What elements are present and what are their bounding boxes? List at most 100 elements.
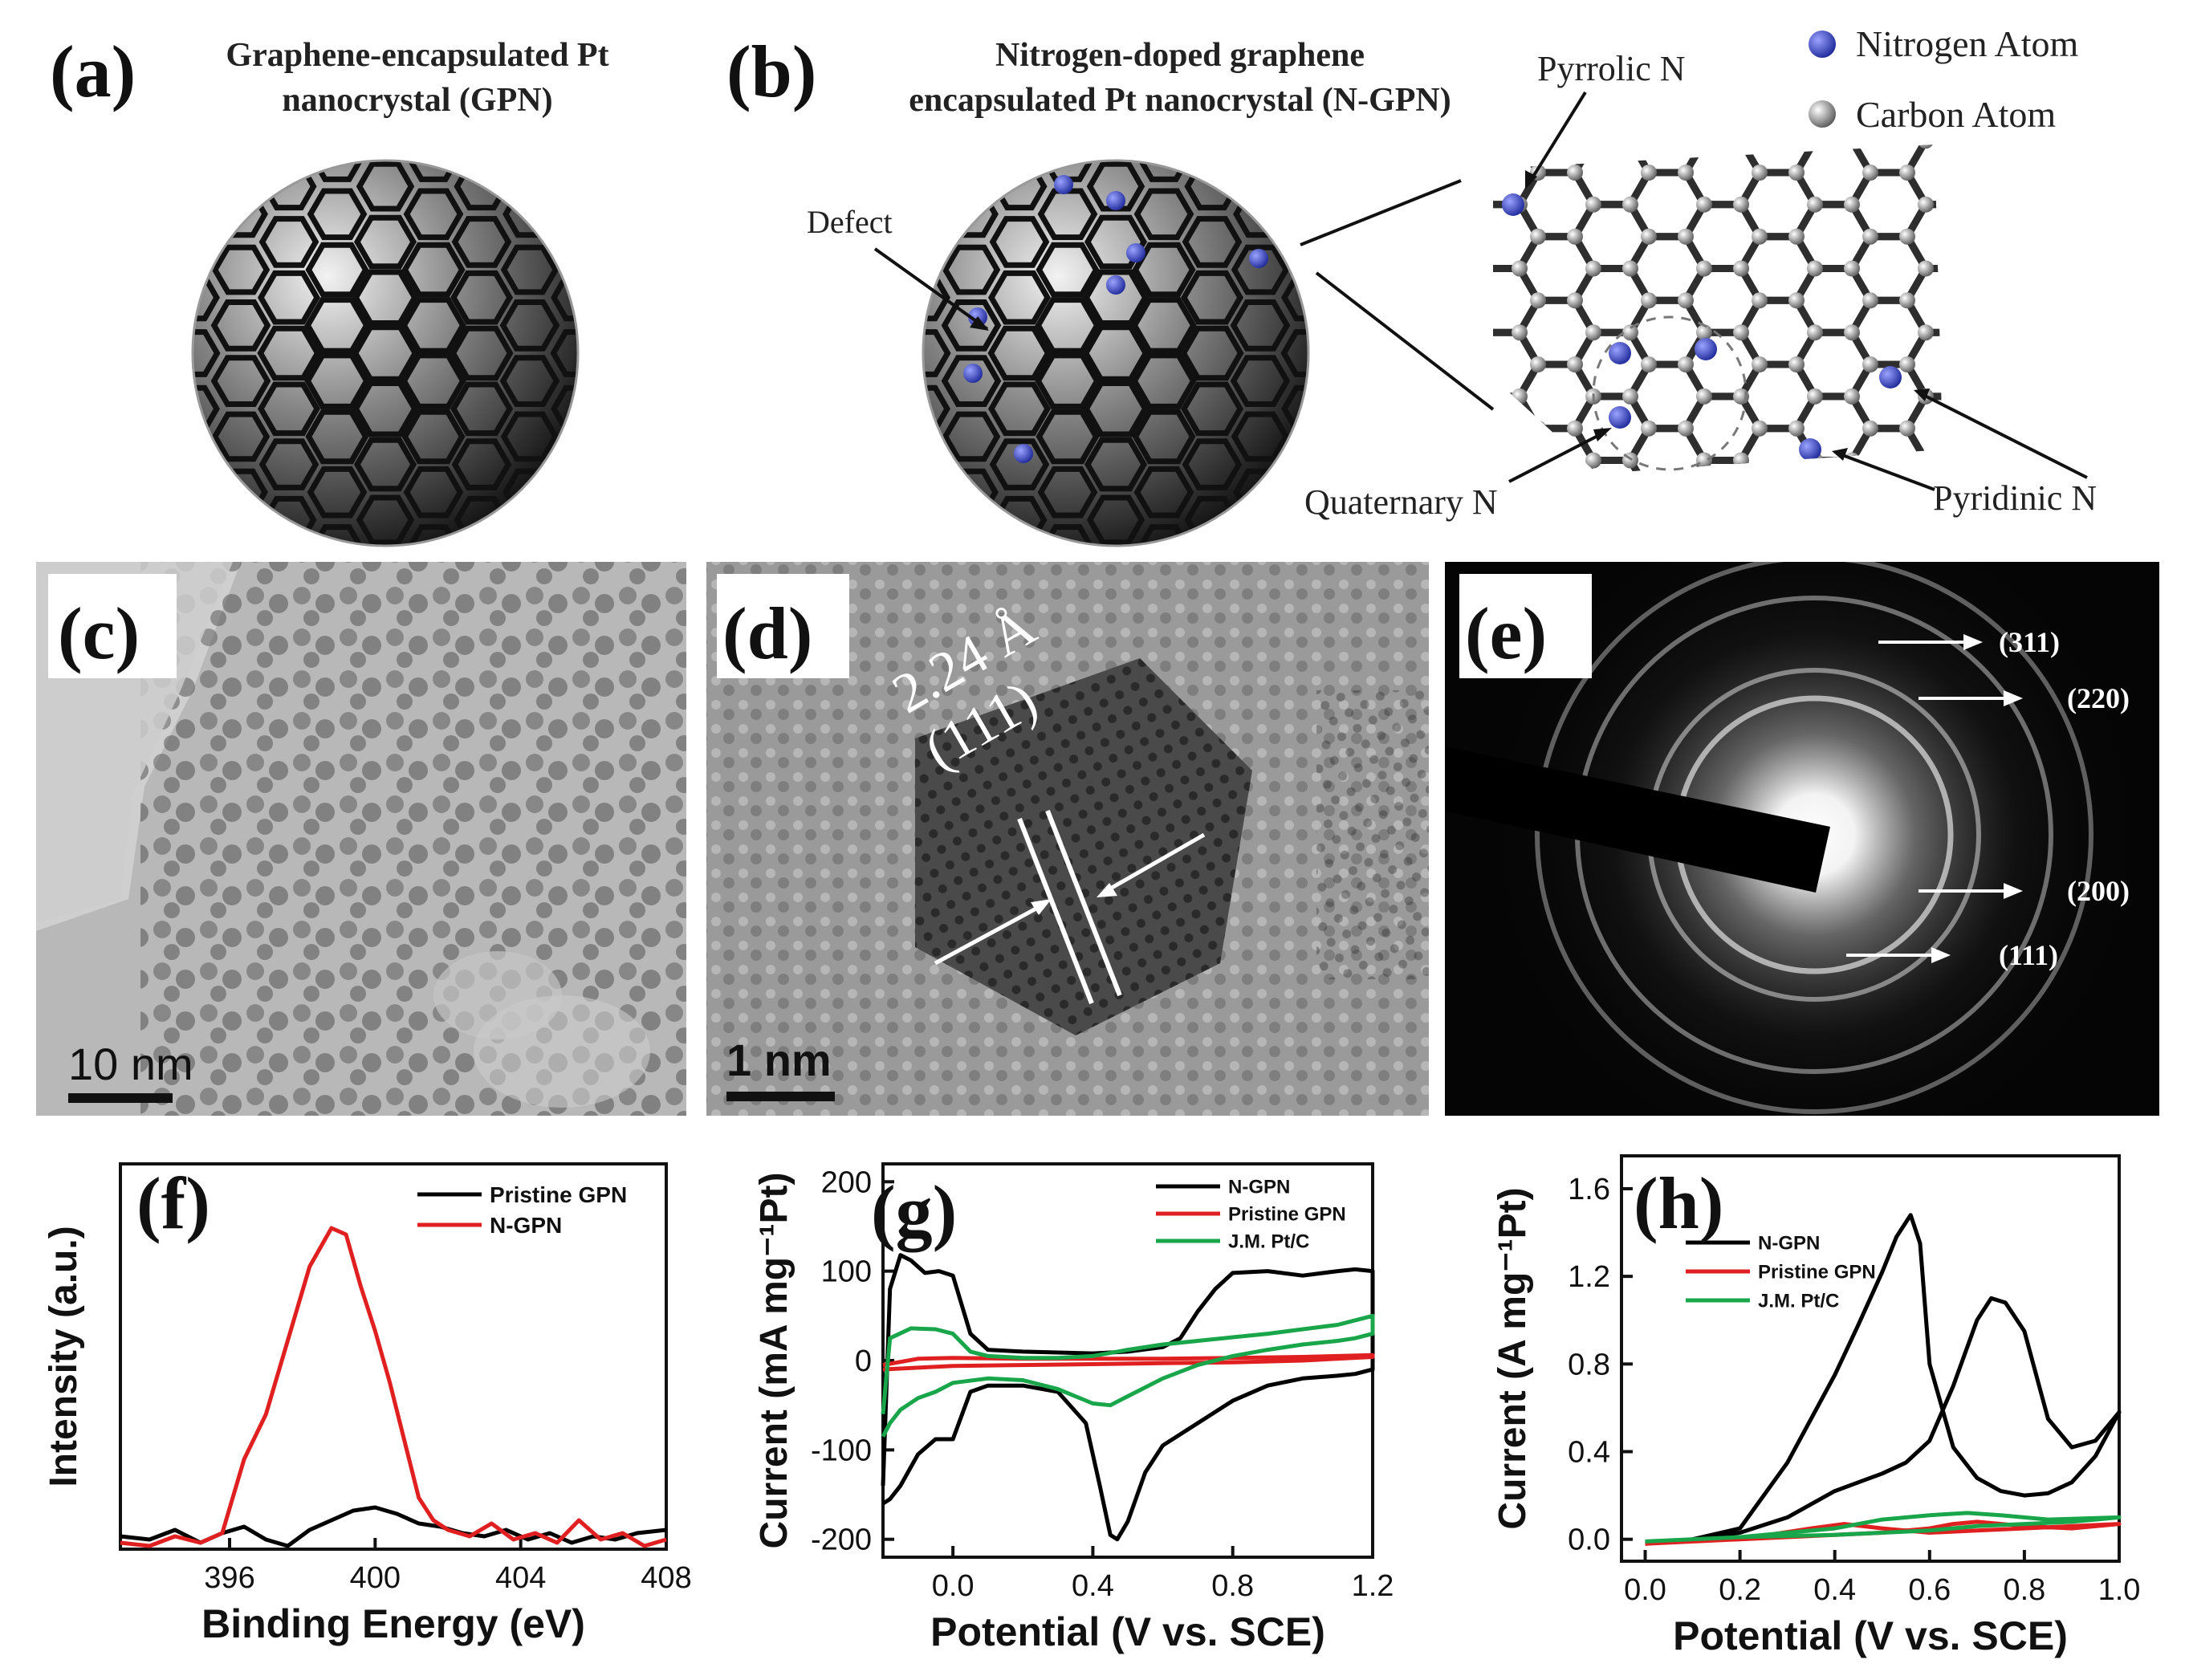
nitrogen-dopant-atom [1249,249,1268,268]
carbon-atom [1862,228,1878,245]
panel-d-scale-text: 1 nm [726,1035,832,1085]
graphene-hexagon [1281,384,1308,433]
series-line-n-gpn [881,1253,1375,1542]
plot-frame-f [119,1162,668,1551]
graphene-hexagon [1082,324,1149,382]
graphene-hexagon [310,161,364,182]
pyridinic-arrow-1 [1837,452,1935,491]
graphene-hexagon [1182,438,1243,490]
graphene-hexagon [1035,352,1101,409]
y-tick-label: -200 [811,1523,872,1557]
carbon-atom [1973,356,1989,372]
carbon-atom [1807,516,1823,532]
graphene-hexagon [550,329,578,377]
carbon-atom [1678,484,1694,500]
carbon-atom [1899,484,1915,500]
carbon-atom [1641,420,1657,437]
legend-label: Pristine GPN [1228,1203,1346,1225]
carbon-atom [1475,197,1491,213]
x-tick-label: 0.6 [1908,1573,1951,1607]
panel-c-letter: (c) [58,592,140,674]
carbon-atom [1807,260,1823,277]
graphene-hexagon [257,325,321,381]
graphene-hexagon [1037,466,1098,519]
carbon-atom [1567,165,1583,181]
quaternary-arrowhead [1593,428,1612,441]
graphene-hexagon [1180,381,1244,437]
graphene-hexagon [1083,380,1149,437]
carbon-atom [1844,324,1860,341]
carbon-atom [1512,388,1528,405]
graphene-hexagon [923,329,951,377]
carbon-atom [1807,388,1823,405]
carbon-atom [1733,516,1749,532]
carbon-atom [1475,324,1491,340]
carbon-atom-swatch [1809,100,1836,128]
carbon-atom [1844,516,1860,532]
graphene-hexagon [1035,297,1101,354]
graphene-hexagon [352,324,419,382]
carbon-atom [1918,516,1934,532]
series-line-n-gpn [1645,1213,2122,1546]
x-tick-label: 0.0 [932,1569,975,1603]
carbon-atom [1752,356,1768,372]
graphene-hexagon [401,352,466,409]
lattice-bond-ring [1681,457,1764,474]
x-tick-label: 0.4 [1813,1573,1856,1607]
carbon-atom [1567,228,1583,245]
defect-arrow [873,247,989,331]
legend-label: J.M. Pt/C [1228,1231,1309,1252]
carbon-atom [1862,356,1878,372]
carbon-atom [1752,484,1768,500]
carbon-atom [1456,229,1472,245]
carbon-atom [1530,484,1546,500]
panel-d-letter-box [717,574,849,678]
nitrogen-atom [1879,366,1902,388]
carbon-atom [1844,144,1860,149]
graphene-hexagon [403,466,464,519]
carbon-atom [1530,420,1546,437]
graphene-hexagon [1137,524,1191,546]
graphene-hexagon [500,411,559,462]
carbon-atom [1475,261,1491,277]
carbon-atom [1696,516,1712,532]
carbon-atom [1788,228,1805,245]
graphene-hexagon [551,384,578,433]
graphene-hexagon [307,466,368,519]
carbon-atom [1807,196,1823,213]
nitrogen-atom-label: Nitrogen Atom [1856,23,2078,64]
carbon-atom [1512,260,1528,277]
carbon-atom [1899,420,1915,437]
carbon-atom [1752,292,1768,309]
y-tick-label: 100 [821,1255,872,1289]
graphene-hexagon [210,355,271,407]
quaternary-arrow [1508,430,1606,483]
carbon-atom [1918,144,1934,149]
carbon-atom [1622,260,1638,277]
x-tick-label: 0.4 [1072,1569,1114,1603]
carbon-atom [1585,452,1601,469]
graphene-hexagon [1133,466,1194,519]
carbon-atom [1918,452,1934,469]
graphene-hexagon [1036,409,1100,465]
graphene-hexagon [305,242,369,298]
carbon-atom [1733,260,1749,277]
carbon-atom [1862,484,1878,500]
carbon-atom [1696,260,1712,277]
panel-e: (e) (311) (220) (200) (111) [1445,562,2159,1116]
carbon-atom [1530,228,1546,245]
lattice-bond-ring [1902,265,1943,336]
defect-label: Defect [807,204,893,240]
zoom-line-lower [1315,271,1495,411]
graphene-hexagon [304,352,370,409]
graphene-hexagon [1131,352,1197,409]
graphene-hexagon [304,297,370,354]
carbon-atom [1973,229,1989,245]
lattice-bond-ring [1902,201,1943,272]
graphene-hexagon [450,270,514,325]
carbon-atom [1512,144,1528,149]
graphene-hexagon [1180,325,1244,381]
carbon-atom [1752,165,1768,181]
carbon-atom [1456,165,1472,181]
